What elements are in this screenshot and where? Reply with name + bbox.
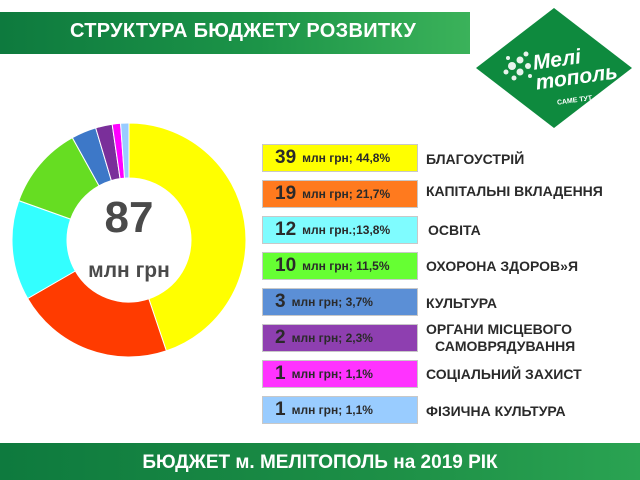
category-label-6-line1: ОРГАНИ МІСЦЕВОГО xyxy=(426,321,572,337)
value-detail: млн грн.;13,8% xyxy=(302,223,391,237)
donut-slice-2 xyxy=(26,270,167,358)
value-detail: млн грн; 1,1% xyxy=(291,367,373,381)
donut-total-value: 87 xyxy=(104,193,154,242)
slide-title: СТРУКТУРА БЮДЖЕТУ РОЗВИТКУ xyxy=(70,20,417,42)
value-amount: 3 xyxy=(275,291,286,312)
value-amount: 1 xyxy=(275,363,286,384)
value-detail: млн грн; 2,3% xyxy=(291,331,373,345)
logo-flower-icon xyxy=(503,51,532,81)
category-label-1: БЛАГОУСТРІЙ xyxy=(426,151,525,167)
category-label-6: ОРГАНИ МІСЦЕВОГО САМОВРЯДУВАННЯ xyxy=(426,321,575,355)
value-box-1: 39 млн грн; 44,8% xyxy=(262,144,418,172)
value-detail: млн грн; 21,7% xyxy=(302,187,391,201)
value-detail: млн грн; 11,5% xyxy=(302,259,390,273)
category-label-5: КУЛЬТУРА xyxy=(426,295,498,311)
title-bar xyxy=(0,12,470,54)
category-label-2: КАПІТАЛЬНІ ВКЛАДЕННЯ xyxy=(426,183,603,199)
value-amount: 1 xyxy=(275,399,286,420)
value-amount: 39 xyxy=(275,147,297,168)
value-amount: 2 xyxy=(275,327,286,348)
donut-total-unit: млн грн xyxy=(88,259,170,282)
donut-slice-1 xyxy=(128,122,247,352)
value-amount: 12 xyxy=(275,219,297,240)
footer-bar xyxy=(0,443,640,480)
value-box-8: 1 млн грн; 1,1% xyxy=(262,396,418,424)
value-box-2: 19 млн грн; 21,7% xyxy=(262,180,418,208)
value-detail: млн грн; 1,1% xyxy=(291,403,373,417)
budget-donut-chart xyxy=(11,122,247,358)
category-label-7: СОЦІАЛЬНИЙ ЗАХИСТ xyxy=(426,366,582,382)
value-detail: млн грн; 44,8% xyxy=(302,151,391,165)
value-amount: 10 xyxy=(275,255,297,276)
footer-title: БЮДЖЕТ м. МЕЛІТОПОЛЬ на 2019 РІК xyxy=(142,452,498,473)
category-label-8: ФІЗИЧНА КУЛЬТУРА xyxy=(426,403,566,419)
category-label-4: ОХОРОНА ЗДОРОВ»Я xyxy=(426,258,579,274)
value-box-5: 3 млн грн; 3,7% xyxy=(262,288,418,316)
value-box-6: 2 млн грн; 2,3% xyxy=(262,324,418,352)
value-box-7: 1 млн грн; 1,1% xyxy=(262,360,418,388)
value-amount: 19 xyxy=(275,183,297,204)
value-box-3: 12 млн грн.;13,8% xyxy=(262,216,418,244)
category-label-6-line2: САМОВРЯДУВАННЯ xyxy=(435,338,576,354)
donut-slice-8 xyxy=(120,122,130,179)
value-box-4: 10 млн грн; 11,5% xyxy=(262,252,418,280)
category-label-3: ОСВІТА xyxy=(428,222,481,238)
city-logo xyxy=(476,8,632,128)
logo-diamond xyxy=(476,8,632,128)
value-detail: млн грн; 3,7% xyxy=(291,295,373,309)
